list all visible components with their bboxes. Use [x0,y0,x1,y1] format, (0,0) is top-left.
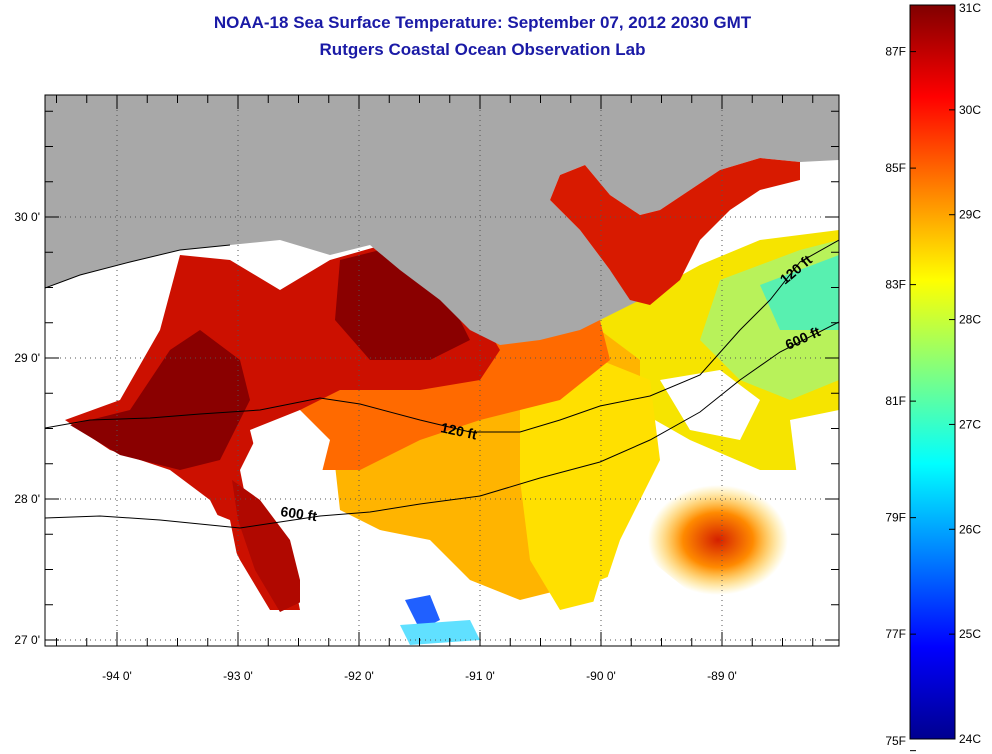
contours [45,239,839,529]
lon-tick-label: -94 0' [102,669,132,683]
sst-region-core-south [232,480,305,612]
no-data-patch [300,530,440,646]
colorbar-label-celsius: 29C [959,208,981,222]
axis-ticks [45,95,839,646]
colorbar-label-fahrenheit: 79F [885,511,906,525]
no-data-patch [660,370,760,440]
colorbar-label-fahrenheit: 81F [885,394,906,408]
lat-tick-label: 29 0' [14,351,40,365]
contour-120ft [45,239,839,433]
no-data-patch [790,410,839,520]
axis-labels: -94 0' -93 0' -92 0' -91 0' -90 0' -89 0' 30 0… [14,210,736,683]
sst-field [45,95,839,646]
grid [45,95,839,646]
colorbar-label-celsius: 24C [959,732,981,746]
lon-tick-label: -93 0' [223,669,253,683]
colorbar-label-celsius: 26C [959,522,981,536]
sst-coastal-fringe [550,158,800,305]
sst-region-central-yellow [520,360,660,610]
colorbar-label-fahrenheit: 87F [885,45,906,59]
colorbar-label-fahrenheit: 83F [885,278,906,292]
map-border [44,94,840,647]
contour-600ft [45,321,839,529]
colorbar [909,4,956,740]
colorbar-label-fahrenheit: 77F [885,627,906,641]
colorbar-label-fahrenheit: 85F [885,161,906,175]
contour-label-120ft-west: 120 ft [439,419,478,442]
colorbar-label-celsius: 25C [959,627,981,641]
no-data-patch [580,560,760,646]
lon-tick-label: -89 0' [707,669,737,683]
lat-tick-label: 27 0' [14,633,40,647]
sst-region-core-west [70,330,250,470]
colorbar-label-fahrenheit: 75F [885,734,906,748]
lat-tick-label: 30 0' [14,210,40,224]
sst-region-core-central [335,245,470,360]
colorbar-label-celsius: 30C [959,103,981,117]
lat-tick-label: 28 0' [14,492,40,506]
coastline [45,244,231,289]
colorbar-ticks: 31C 30C 29C 28C 27C 26C 25C 24C 87F 85F 83F 81F 79F 7… [885,1,981,752]
lon-tick-label: -92 0' [344,669,374,683]
contour-label-600ft-west: 600 ft [280,503,319,524]
lon-tick-label: -91 0' [465,669,495,683]
sst-region-east-cyan [760,255,839,330]
colorbar-label-celsius: 31C [959,1,981,15]
map-title: NOAA-18 Sea Surface Temperature: Septemb… [213,13,752,32]
no-data-patch [45,470,250,646]
map-subtitle: Rutgers Coastal Ocean Observation Lab [319,40,646,59]
colorbar-label-celsius: 28C [959,313,981,327]
land-area [45,95,839,345]
lon-tick-label: -90 0' [586,669,616,683]
sst-warm-eddy [648,485,788,595]
colorbar-label-celsius: 27C [959,417,981,431]
sst-cool-patch [405,595,440,630]
no-data-patch [250,410,330,480]
